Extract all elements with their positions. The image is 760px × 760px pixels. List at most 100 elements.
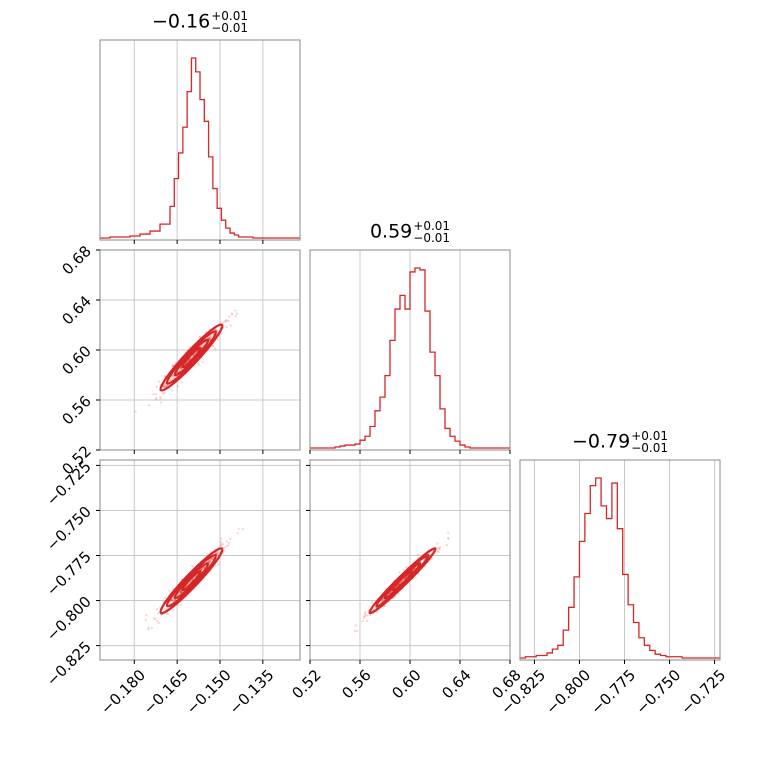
- scatter-point: [157, 621, 161, 625]
- density-contour: [173, 338, 210, 377]
- scatter-point: [163, 374, 167, 378]
- scatter-point: [201, 360, 205, 364]
- scatter-point: [158, 380, 161, 383]
- scatter-point: [231, 313, 234, 316]
- scatter-point: [168, 379, 172, 382]
- histogram-panel-3: [533, 460, 716, 660]
- scatter-point: [154, 398, 158, 401]
- scatter-point: [229, 324, 232, 327]
- scatter-point: [368, 614, 371, 617]
- scatter-point: [363, 614, 367, 618]
- scatter-point: [217, 551, 221, 554]
- density-contour: [165, 330, 217, 385]
- scatter-point: [198, 335, 202, 338]
- histogram-panel-1: [133, 40, 264, 240]
- histogram-frame-1: [99, 39, 301, 241]
- x-tick-label: −0.725: [677, 666, 729, 718]
- scatter-point: [163, 385, 167, 388]
- scatter-point: [237, 527, 240, 531]
- scatter-point: [241, 527, 245, 531]
- scatter-point: [176, 385, 180, 388]
- scatter-point: [402, 568, 405, 571]
- title-param-1: −0.16 +0.01 −0.01: [152, 10, 248, 34]
- y-tick-label: −0.825: [43, 638, 95, 690]
- scatter-point: [227, 541, 231, 545]
- scatter-point: [355, 629, 359, 633]
- scatter-point: [210, 560, 213, 563]
- title-param-1-err-minus: −0.01: [211, 21, 248, 35]
- scatter-point: [213, 347, 217, 350]
- scatter-point: [163, 391, 166, 395]
- scatter-point: [216, 338, 219, 341]
- x-tick-label: 0.64: [438, 666, 474, 702]
- scatter-point: [438, 548, 441, 551]
- scatter-point: [207, 336, 210, 339]
- scatter-point: [163, 383, 166, 387]
- scatter-point: [209, 334, 213, 338]
- scatter-point: [224, 320, 227, 323]
- x-tick-label: −0.150: [183, 666, 235, 718]
- scatter-point: [144, 618, 147, 622]
- scatter-point: [210, 335, 213, 338]
- scatter-point: [215, 551, 219, 554]
- scatter-point: [156, 608, 159, 611]
- scatter-point: [366, 613, 369, 617]
- density-contour: [159, 323, 224, 392]
- scatter-point: [188, 345, 191, 349]
- density-contour: [173, 562, 210, 600]
- scatter-point: [171, 389, 174, 392]
- scatter-point: [236, 532, 239, 535]
- scatter-point: [162, 386, 166, 389]
- scatter-point: [371, 601, 374, 605]
- scatter-point: [447, 531, 450, 534]
- scatter-point: [208, 338, 212, 341]
- scatter-point: [168, 589, 171, 593]
- scatter-point: [362, 616, 366, 620]
- scatter-point: [398, 571, 401, 574]
- scatter-point: [147, 626, 150, 629]
- histogram-step-1: [100, 57, 300, 239]
- scatter-point: [154, 617, 157, 620]
- scatter-point: [209, 336, 212, 340]
- scatter-point: [208, 561, 212, 564]
- scatter-point: [163, 608, 166, 611]
- scatter-point: [173, 598, 177, 602]
- density-contour: [368, 547, 437, 615]
- scatter-point: [155, 619, 159, 623]
- scatter-point: [210, 558, 213, 561]
- scatter-point: [170, 378, 173, 381]
- scatter-point: [225, 544, 229, 548]
- scatter-point: [234, 315, 237, 318]
- x-tick-label: −0.750: [632, 666, 684, 718]
- scatter-point: [161, 392, 165, 395]
- scatter-point: [179, 366, 182, 370]
- scatter-points: [353, 531, 450, 633]
- scatter-point: [207, 559, 211, 563]
- scatter-point: [159, 401, 163, 404]
- y-tick-label: −0.800: [43, 593, 95, 645]
- scatter-point: [437, 547, 441, 550]
- scatter-point: [353, 629, 357, 633]
- scatter-point: [165, 384, 169, 387]
- scatter-point: [179, 368, 182, 371]
- scatter-point: [217, 563, 220, 567]
- scatter-point: [436, 549, 440, 553]
- scatter-point: [219, 537, 223, 540]
- scatter-point: [211, 556, 214, 560]
- scatter-point: [209, 336, 212, 340]
- scatter-point: [227, 319, 230, 323]
- scatter-point: [207, 336, 210, 340]
- y-tick-label: 0.56: [58, 392, 94, 428]
- scatter-point: [221, 542, 224, 546]
- scatter-point: [145, 614, 148, 617]
- scatter-point: [208, 559, 211, 562]
- density-contour: [181, 570, 202, 592]
- scatter-point: [172, 599, 175, 602]
- scatter-point: [214, 551, 217, 555]
- scatter-point: [220, 540, 223, 544]
- title-param-2: 0.59 +0.01 −0.01: [370, 220, 450, 244]
- scatter-point: [154, 392, 157, 396]
- x-tick-label: −0.800: [542, 666, 594, 718]
- scatter-point: [208, 559, 212, 562]
